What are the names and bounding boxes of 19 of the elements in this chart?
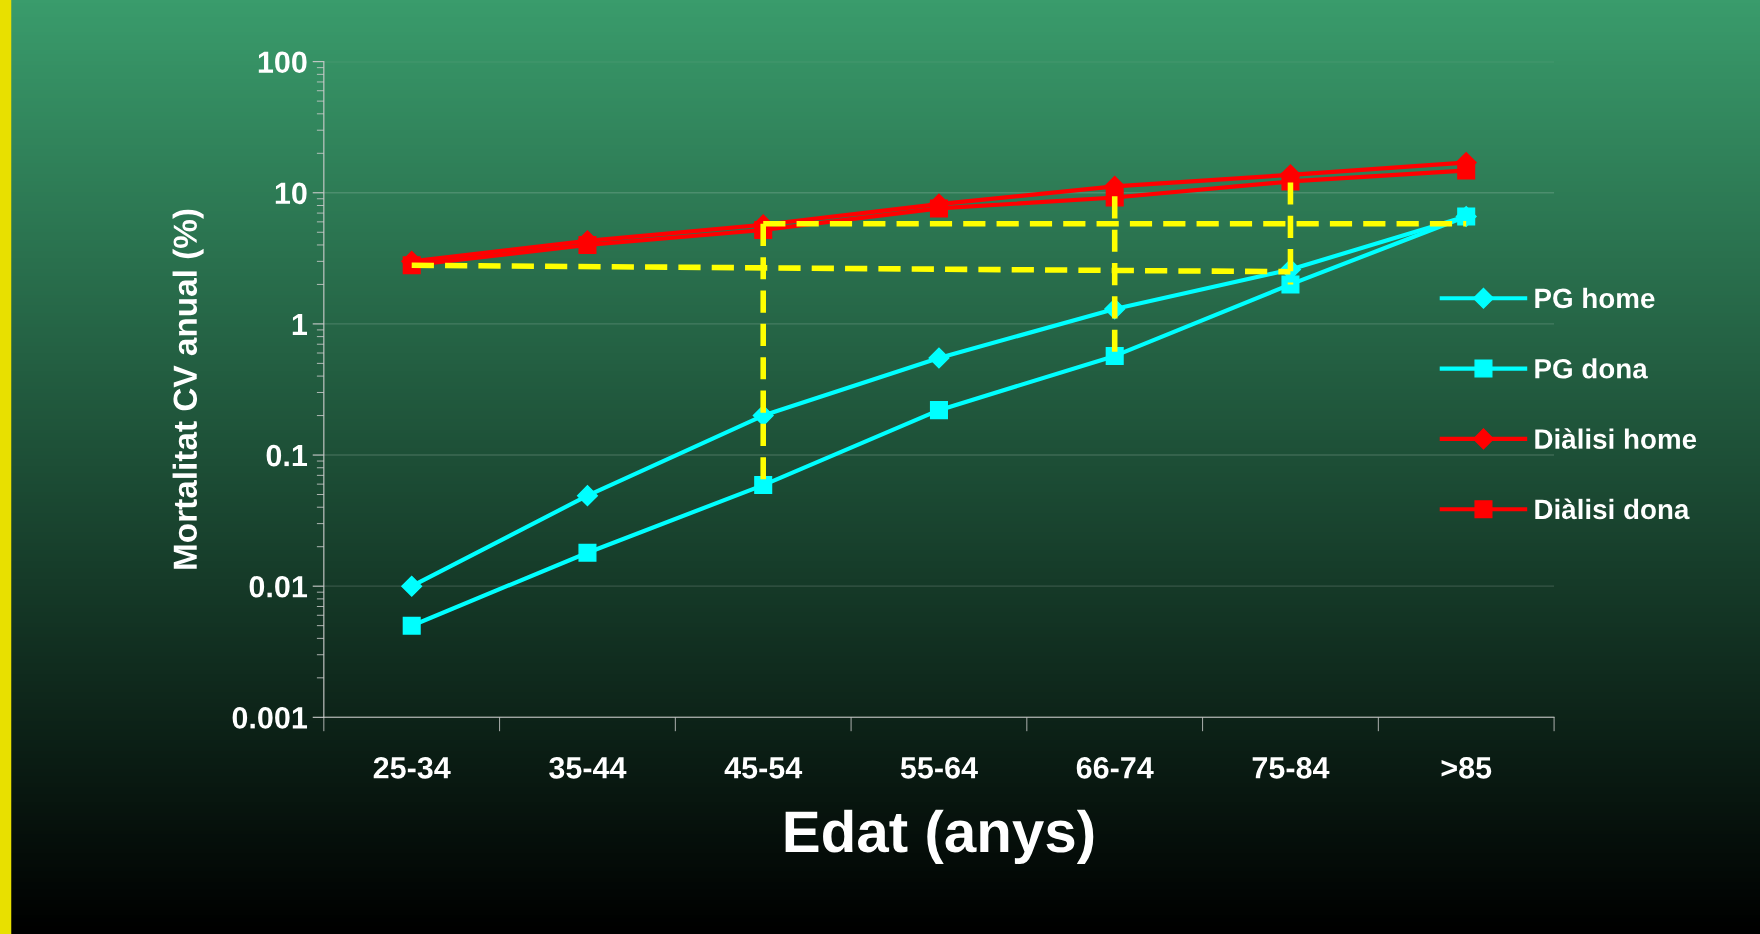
- x-tick-label: 25-34: [373, 757, 451, 779]
- legend-label: Diàlisi home: [1535, 428, 1697, 449]
- y-tick-label: 0.001: [232, 707, 308, 729]
- x-tick-label: 75-84: [1252, 757, 1330, 779]
- x-tick-label: 66-74: [1076, 757, 1154, 779]
- legend-label: PG dona: [1535, 358, 1648, 379]
- y-tick-label: 1: [292, 313, 308, 335]
- y-tick-label: 10: [275, 182, 307, 205]
- legend-label: PG home: [1535, 287, 1655, 309]
- x-tick-label: 35-44: [549, 757, 627, 779]
- legend-label: Diàlisi dona: [1535, 498, 1690, 520]
- y-tick-label: 0.1: [266, 444, 308, 467]
- x-tick-label: 55-64: [900, 757, 978, 779]
- x-axis-title: Edat (anys): [785, 809, 1094, 865]
- x-tick-label: >85: [1441, 757, 1492, 779]
- x-tick-label: 45-54: [724, 757, 803, 779]
- y-tick-label: 100: [258, 51, 307, 74]
- y-axis-title: Mortalitat CV anual (%): [172, 209, 204, 569]
- y-tick-label: 0.01: [249, 575, 308, 598]
